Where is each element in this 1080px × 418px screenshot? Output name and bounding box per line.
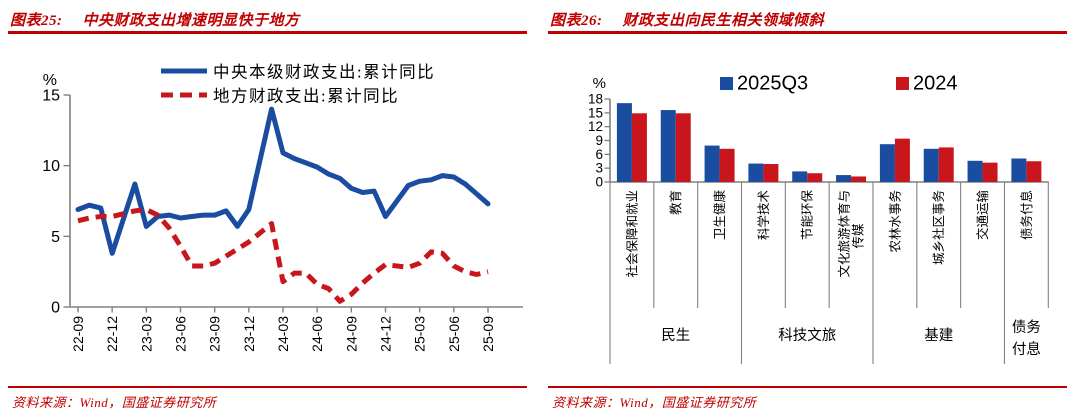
x-tick-label: 25-06 <box>446 316 462 352</box>
category-label: 城乡社区事务 <box>931 190 946 265</box>
figure-25-title: 图表25: 中央财政支出增速明显快于地方 <box>10 9 300 30</box>
bar-2024 <box>631 113 647 182</box>
y-tick-label: 12 <box>588 119 603 134</box>
x-tick-label: 23-09 <box>207 316 223 352</box>
y-tick-label: 10 <box>42 158 60 175</box>
group-label: 债务 <box>1012 319 1041 336</box>
bar-2025q3 <box>660 110 676 182</box>
bars-2024 <box>631 113 1042 182</box>
central-expenditure-series <box>75 106 491 256</box>
bar-2024 <box>938 147 954 182</box>
figure-26-panel: 图表26: 财政支出向民生相关领域倾斜 0 3 6 9 12 15 18% 社会保障和就业 教育 卫… <box>540 0 1080 418</box>
bar-2024 <box>1026 161 1042 182</box>
legend-2025q3-swatch <box>720 77 733 90</box>
axes <box>69 95 523 308</box>
title-rule <box>8 31 527 34</box>
source-note: 资料来源：Wind，国盛证券研究所 <box>552 395 757 410</box>
category-label: 农林水事务 <box>887 190 902 253</box>
legend-2024-swatch <box>896 77 909 90</box>
category-label: 社会保障和就业 <box>624 190 639 278</box>
figure-title-text: 财政支出向民生相关领域倾斜 <box>622 13 825 29</box>
category-labels: 社会保障和就业 教育 卫生健康 科学技术 节能环保 文化旅游体育与 传媒 农林水事务 城乡社区事… <box>624 190 1033 278</box>
bar-2025q3 <box>792 171 808 182</box>
bar-2024 <box>763 164 779 182</box>
x-tick-label: 22-12 <box>104 316 120 352</box>
category-label: 教育 <box>668 190 683 215</box>
bar-2025q3 <box>923 148 939 182</box>
y-tick-label: 5 <box>51 229 60 246</box>
legend-2025q3-label: 2025Q3 <box>737 73 808 95</box>
bar-2025q3 <box>704 145 720 182</box>
figure-label: 图表26: <box>550 13 603 29</box>
x-tick-label: 25-09 <box>480 316 496 352</box>
axis-ticks <box>604 98 610 183</box>
bar-2024 <box>807 173 823 182</box>
category-label: 传媒 <box>851 223 866 249</box>
source-rule <box>8 386 527 388</box>
x-tick-label: 23-06 <box>173 316 189 352</box>
bar-2024 <box>719 148 735 182</box>
y-tick-label: 18 <box>588 92 603 107</box>
legend-2024-label: 2024 <box>913 73 958 95</box>
x-tick-label: 24-06 <box>309 316 325 352</box>
x-tick-label: 24-09 <box>343 316 359 352</box>
bar-2025q3 <box>967 160 983 182</box>
group-labels: 民生 科技文旅 基建 债务付息 <box>661 319 1041 358</box>
y-tick-label: 15 <box>588 105 603 120</box>
local-expenditure-series <box>77 207 489 304</box>
category-label: 文化旅游体育与 <box>837 190 852 278</box>
group-label: 民生 <box>661 327 690 344</box>
x-tick-label: 23-12 <box>241 316 257 352</box>
axis-labels: 0 5 10 15% 22-09 22-12 23-03 23-06 23-09 23-12 24-… <box>42 72 496 352</box>
legend: 2025Q3 2024 <box>720 73 958 95</box>
figure-26-title: 图表26: 财政支出向民生相关领域倾斜 <box>550 9 824 30</box>
x-tick-label: 24-03 <box>275 316 291 352</box>
axis-ticks <box>63 94 489 313</box>
x-tick-label: 23-03 <box>138 316 154 352</box>
source-note: 资料来源：Wind，国盛证券研究所 <box>12 395 217 410</box>
x-tick-label: 22-09 <box>70 316 86 352</box>
central-vs-local-line-chart: 0 5 10 15% 22-09 22-12 23-03 23-06 23-09 23-12 24-… <box>42 63 523 352</box>
category-separators <box>609 182 1049 364</box>
y-tick-label: 3 <box>595 161 603 176</box>
y-tick-label: 0 <box>595 175 603 190</box>
category-label: 债务付息 <box>1019 190 1034 240</box>
group-label: 基建 <box>924 327 953 344</box>
category-label: 节能环保 <box>801 190 815 241</box>
legend-local-label: 地方财政支出:累计同比 <box>213 87 399 106</box>
bar-2024 <box>982 162 998 182</box>
figure-25-panel: 图表25: 中央财政支出增速明显快于地方 0 5 10 15% 22-09 22-12 23-… <box>8 9 527 410</box>
title-rule <box>548 31 1067 34</box>
bar-2025q3 <box>879 144 895 182</box>
y-tick-label: 9 <box>595 133 603 148</box>
y-tick-label: 15 <box>42 88 60 105</box>
source-rule <box>548 386 1067 388</box>
category-label: 卫生健康 <box>712 190 727 241</box>
bar-2025q3 <box>836 175 852 182</box>
bar-2025q3 <box>1011 158 1027 182</box>
bar-2025q3 <box>748 163 764 182</box>
y-tick-label: 0 <box>51 300 60 317</box>
legend-central-label: 中央本级财政支出:累计同比 <box>213 63 435 82</box>
y-tick-label: 6 <box>595 147 603 162</box>
x-tick-label: 24-12 <box>378 316 394 352</box>
bars-2025q3 <box>616 103 1027 182</box>
bar-2025q3 <box>616 103 632 182</box>
figure-label: 图表25: <box>10 13 63 29</box>
x-tick-label: 25-03 <box>412 316 428 352</box>
bar-2024 <box>675 113 691 182</box>
y-axis-unit-label: % <box>593 75 606 92</box>
bar-2024 <box>894 138 910 182</box>
group-label: 付息 <box>1012 341 1041 358</box>
figure-title-text: 中央财政支出增速明显快于地方 <box>82 13 300 29</box>
fiscal-expenditure-by-sector-bar-chart: 0369121518% 社会保障和就业 教育 卫生健康 科学技术 节能环保 文化旅游体育与传… <box>588 73 1049 364</box>
category-label: 科学技术 <box>756 190 771 241</box>
group-label: 科技文旅 <box>778 327 836 344</box>
y-axis-unit-label: % <box>43 72 57 89</box>
bar-2024 <box>851 176 867 182</box>
category-label: 交通运输 <box>975 190 990 241</box>
